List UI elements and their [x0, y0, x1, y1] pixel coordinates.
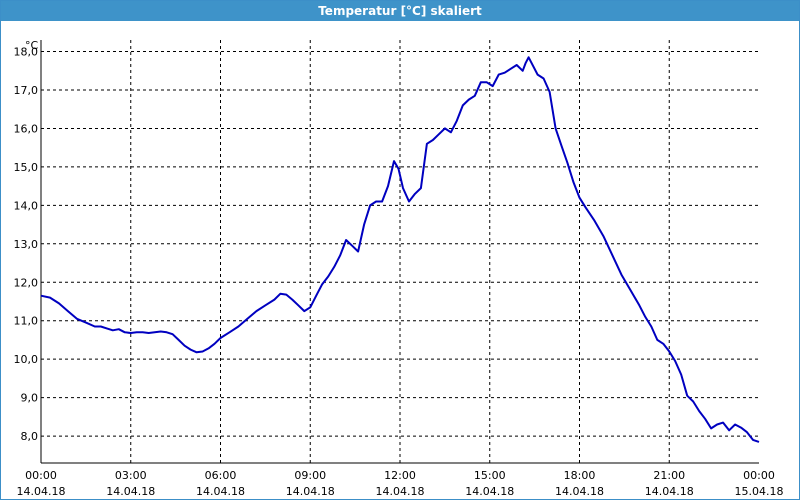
x-tick-time: 09:00 [294, 469, 326, 482]
temperature-series-line [40, 56, 760, 443]
window-title: Temperatur [°C] skaliert [1, 1, 799, 21]
x-tick-time: 00:00 [743, 469, 775, 482]
x-tick-date: 14.04.18 [17, 485, 66, 498]
y-tick-label: 12,0 [14, 276, 39, 289]
y-tick-label: 15,0 [14, 161, 39, 174]
x-tick-labels: 00:00 14.04.18 03:00 14.04.18 06:00 14.04.18 0… [17, 469, 784, 498]
y-tick-label: 18,0 [14, 46, 39, 59]
x-tick-time: 06:00 [205, 469, 237, 482]
x-tick-time: 18:00 [564, 469, 596, 482]
grid [41, 40, 759, 463]
y-tick-label: 16,0 [14, 122, 39, 135]
x-tick-date: 14.04.18 [376, 485, 425, 498]
y-tick-label: 10,0 [14, 353, 39, 366]
x-tick-time: 12:00 [384, 469, 416, 482]
temperature-chart: 8,0 9,0 10,0 11,0 12,0 13,0 14,0 15,0 16,0 17,0 18… [14, 39, 784, 498]
y-tick-label: 8,0 [21, 430, 39, 443]
x-tick-date: 14.04.18 [555, 485, 604, 498]
x-tick-date: 14.04.18 [286, 485, 335, 498]
y-tick-label: 9,0 [21, 392, 39, 405]
x-tick-date: 15.04.18 [735, 485, 784, 498]
y-tick-labels: 8,0 9,0 10,0 11,0 12,0 13,0 14,0 15,0 16,0 17,0 18… [14, 46, 39, 444]
y-tick-label: 13,0 [14, 238, 39, 251]
x-tick-date: 14.04.18 [645, 485, 694, 498]
x-tick-date: 14.04.18 [465, 485, 514, 498]
x-tick-time: 21:00 [653, 469, 685, 482]
x-tick-time: 03:00 [115, 469, 147, 482]
x-tick-time: 15:00 [474, 469, 506, 482]
y-axis-unit: °C [25, 39, 39, 52]
y-tick-label: 11,0 [14, 315, 39, 328]
x-tick-time: 00:00 [25, 469, 57, 482]
x-tick-date: 14.04.18 [106, 485, 155, 498]
axes [40, 40, 759, 464]
series-layer [40, 56, 760, 443]
y-tick-label: 14,0 [14, 199, 39, 212]
x-tick-date: 14.04.18 [196, 485, 245, 498]
y-tick-label: 17,0 [14, 84, 39, 97]
